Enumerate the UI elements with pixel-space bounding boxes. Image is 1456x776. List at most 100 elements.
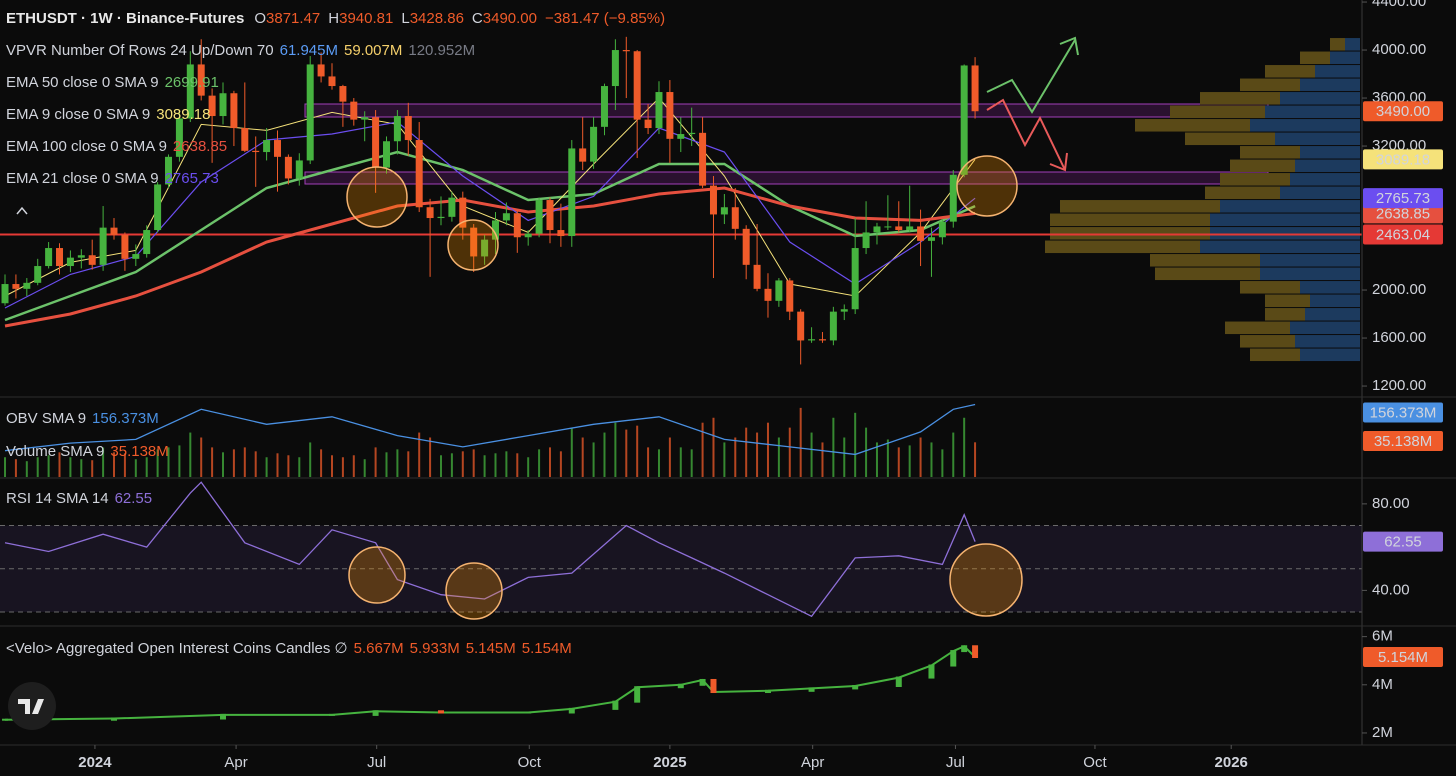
logo — [8, 682, 56, 730]
volume-bar — [875, 442, 878, 477]
vpvr-up — [1315, 65, 1360, 78]
volume-bar — [429, 437, 432, 477]
candle-body — [677, 134, 685, 139]
oi-candle — [677, 683, 684, 689]
vpvr-readout: 120.952M — [408, 42, 475, 59]
rsi-line — [4, 481, 976, 618]
vpvr-up — [1220, 200, 1360, 213]
candle-body — [121, 234, 129, 259]
candle-body — [535, 200, 543, 234]
ema-label: EMA 100 close 0 SMA 9 — [6, 138, 167, 155]
y-tick-label: 40.00 — [1372, 581, 1410, 598]
candle-body — [818, 339, 826, 341]
candle-body — [840, 309, 848, 312]
oi-candle — [895, 676, 902, 687]
vpvr-down — [1300, 51, 1330, 65]
volume-bar — [843, 437, 846, 477]
volume-bar — [865, 427, 868, 477]
candle-body — [382, 141, 390, 168]
y-tick-label: 4000.00 — [1372, 41, 1426, 58]
vpvr-down — [1185, 132, 1275, 146]
obv-label: OBV SMA 9 — [6, 410, 86, 427]
vpvr-readout: 61.945M — [280, 42, 338, 59]
ema-tag: 2765.73 — [1376, 190, 1430, 207]
obv-value: 156.373M — [92, 410, 159, 427]
candle-body — [426, 207, 434, 219]
vpvr-up — [1260, 254, 1360, 267]
candle-body — [175, 118, 183, 157]
x-tick-label: Jul — [946, 754, 965, 771]
volume-bar — [527, 457, 530, 477]
oi-candle — [220, 713, 227, 720]
volume-bar — [200, 437, 203, 477]
ema-value: 2765.73 — [165, 170, 219, 187]
volume-bar — [254, 451, 257, 477]
oi-tag: 5.154M — [1378, 649, 1428, 666]
vpvr-down — [1330, 38, 1345, 51]
vpvr-up — [1295, 159, 1360, 173]
vpvr-down — [1200, 92, 1280, 105]
volume-bar — [320, 449, 323, 477]
volume-bar — [886, 439, 889, 477]
candle-body — [720, 207, 728, 215]
candle-body — [88, 255, 96, 265]
oi-candle — [612, 700, 619, 710]
volume-bar — [211, 447, 214, 477]
candle-body — [851, 248, 859, 310]
volume-bar — [974, 442, 977, 477]
volume-bar — [363, 459, 366, 477]
candle-body — [884, 226, 892, 228]
ema-tag-bg — [1363, 149, 1443, 170]
oi-candle — [2, 718, 9, 721]
volume-bar — [276, 453, 279, 477]
volume-bar — [963, 417, 966, 477]
volume-bar — [657, 449, 660, 477]
price-axis-panel — [1362, 0, 1456, 776]
candle-body — [786, 280, 794, 312]
vpvr-up — [1210, 213, 1360, 227]
oi-candle — [111, 717, 118, 721]
candle-body — [393, 116, 401, 142]
oi-candle — [525, 711, 532, 714]
legend-row: RSI 14 SMA 14 62.55 — [6, 490, 152, 507]
candle-body — [742, 228, 750, 265]
volume-bar — [243, 447, 246, 477]
candle-body — [339, 86, 347, 102]
oi-tag-bg — [1363, 647, 1443, 668]
highlight-circle — [348, 546, 406, 604]
volume-bar — [897, 447, 900, 477]
oi-candle — [437, 710, 444, 714]
candle-body — [274, 140, 282, 157]
volume-bar — [603, 432, 606, 477]
volume-bar — [461, 451, 464, 477]
candle-body — [666, 92, 674, 139]
oi-candle — [372, 710, 379, 716]
vpvr-down — [1250, 348, 1300, 362]
volume-bar — [265, 457, 268, 477]
ema-line — [4, 121, 976, 309]
highlight-circle — [949, 543, 1023, 617]
candle-body — [45, 248, 53, 267]
volume-bar — [113, 452, 116, 477]
oi-candle — [568, 707, 575, 714]
vpvr-up — [1305, 308, 1360, 321]
price-tag: 3490.00 — [1376, 103, 1430, 120]
obv-line — [4, 403, 976, 456]
candle-body — [949, 174, 957, 222]
ema-label: EMA 50 close 0 SMA 9 — [6, 74, 159, 91]
scenario-arrow — [986, 98, 1066, 171]
oi-candle — [950, 650, 957, 667]
volume-bar — [439, 455, 442, 477]
volume-bar — [178, 445, 181, 477]
readout-value: 3490.00 — [483, 10, 537, 27]
candle-body — [470, 227, 478, 257]
candle-body — [404, 116, 412, 141]
candle-body — [361, 117, 369, 120]
candle-body — [633, 51, 641, 120]
volume-bar — [80, 459, 83, 477]
volume-bar — [810, 432, 813, 477]
obv-tag: 156.373M — [1370, 404, 1437, 421]
collapse-chevron[interactable] — [16, 206, 28, 215]
legend-row: EMA 21 close 0 SMA 9 2765.73 — [6, 170, 219, 187]
